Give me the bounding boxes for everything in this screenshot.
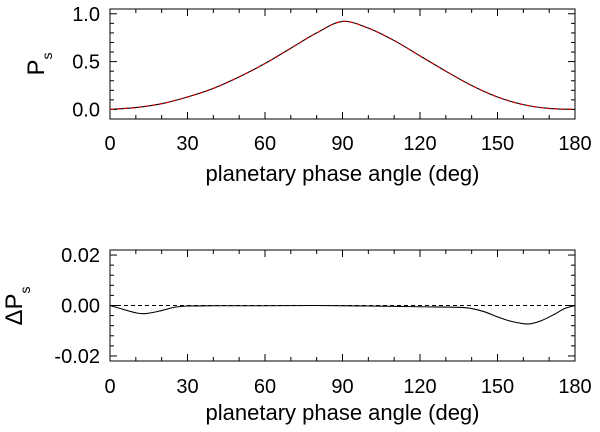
bottom-x-tick-label: 180: [558, 376, 591, 398]
bottom-y-axis-label-main: ΔP: [1, 293, 28, 325]
bottom-y-tick-label: 0.00: [61, 296, 100, 318]
bottom-y-tick-label: -0.02: [54, 346, 100, 368]
bottom-series-difference-curve: [109, 304, 576, 325]
top-x-tick-label: 30: [176, 133, 198, 155]
top-series-red-dashed-curve: [109, 20, 576, 111]
top-x-tick-label: 180: [558, 133, 591, 155]
top-panel: 0 30 60 90 120 150 180 0.0 0.5 1.0 planetary pha…: [23, 4, 592, 186]
bottom-x-tick-label: 120: [403, 376, 436, 398]
top-y-tick-label: 0.5: [72, 52, 100, 74]
bottom-x-tick-label: 0: [104, 376, 115, 398]
top-x-tick-label: 90: [331, 133, 353, 155]
bottom-x-tick-label: 90: [331, 376, 353, 398]
bottom-panel: 0 30 60 90 120 150 180 -0.02 0.00 0.02 planetary…: [1, 245, 592, 425]
top-y-tick-label: 0.0: [72, 99, 100, 121]
bottom-y-tick-label: 0.02: [61, 245, 100, 267]
top-y-axis-label: Ps: [23, 52, 55, 75]
top-series-black-curve: [109, 20, 576, 110]
top-x-tick-label: 0: [104, 133, 115, 155]
top-x-tick-label: 60: [254, 133, 276, 155]
top-y-tick-label: 1.0: [72, 4, 100, 26]
bottom-x-tick-label: 150: [481, 376, 514, 398]
top-y-axis-label-sub: s: [39, 52, 55, 59]
top-x-tick-label: 150: [481, 133, 514, 155]
top-x-tick-label: 120: [403, 133, 436, 155]
bottom-x-tick-label: 30: [176, 376, 198, 398]
top-x-axis-label: planetary phase angle (deg): [206, 161, 480, 186]
top-plot-frame: [109, 8, 576, 120]
bottom-x-axis-label: planetary phase angle (deg): [206, 400, 480, 425]
bottom-y-axis-label-sub: s: [17, 286, 33, 293]
top-y-axis-label-main: P: [23, 59, 50, 75]
bottom-y-axis-label: ΔPs: [1, 286, 33, 325]
bottom-x-tick-label: 60: [254, 376, 276, 398]
